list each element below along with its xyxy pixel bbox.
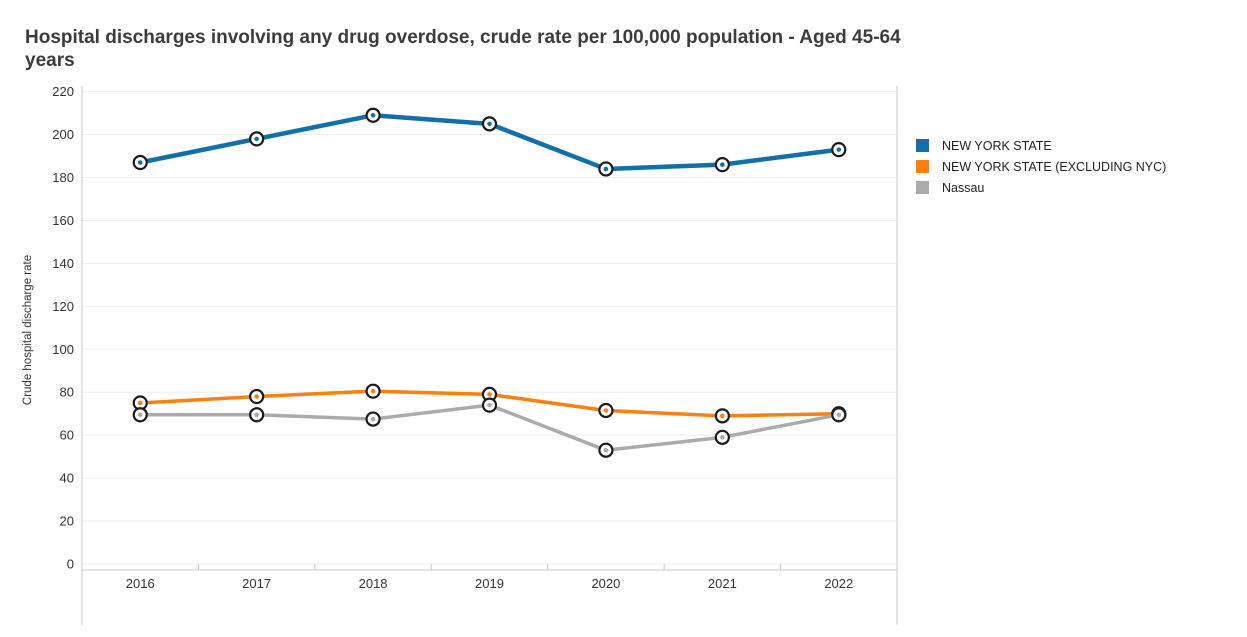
y-tick-label: 20: [60, 514, 74, 529]
chart-title: Hospital discharges involving any drug o…: [25, 27, 901, 71]
data-point-dot: [487, 121, 492, 127]
legend-swatch-icon: [916, 139, 929, 152]
y-tick-label: 100: [52, 342, 74, 357]
data-point-dot: [720, 435, 725, 440]
data-point-dot: [836, 412, 842, 418]
x-tick-label: 2020: [591, 576, 620, 591]
data-point-dot: [720, 162, 725, 167]
y-tick-label: 140: [52, 256, 74, 271]
data-point-dot: [487, 402, 492, 408]
data-point-dot: [254, 136, 259, 142]
y-tick-label: 40: [60, 471, 74, 486]
legend: NEW YORK STATE NEW YORK STATE (EXCLUDING …: [916, 135, 1166, 198]
data-point-dot: [254, 412, 259, 418]
data-point-dot: [137, 160, 143, 165]
data-point-dot: [137, 400, 143, 406]
legend-item[interactable]: NEW YORK STATE: [916, 135, 1166, 156]
y-tick-label: 60: [60, 428, 74, 443]
y-tick-label: 180: [52, 170, 74, 185]
series-layer: [132, 107, 847, 458]
x-tick-label: 2019: [475, 576, 504, 591]
data-point-dot: [370, 388, 376, 394]
data-point-dot: [603, 166, 609, 172]
legend-swatch-icon: [916, 160, 929, 173]
y-tick-label: 200: [52, 127, 74, 142]
x-tick-label: 2016: [126, 576, 155, 591]
y-axis-title: Crude hospital discharge rate: [22, 255, 34, 405]
y-tick-label: 220: [52, 84, 74, 99]
legend-item[interactable]: NEW YORK STATE (EXCLUDING NYC): [916, 156, 1166, 177]
legend-item[interactable]: Nassau: [916, 177, 1166, 198]
data-point-dot: [603, 408, 609, 413]
x-tick-label: 2017: [242, 576, 271, 591]
axes-layer: 0 20 40 60 80 100 120 140 160 180 200 220 2016 2017 20…: [52, 84, 898, 625]
x-tick-label: 2018: [359, 576, 388, 591]
data-point-dot: [836, 147, 842, 152]
legend-label: NEW YORK STATE: [942, 138, 1052, 153]
x-tick-label: 2022: [824, 576, 853, 591]
data-point-dot: [370, 112, 376, 118]
data-point-dot: [137, 412, 143, 418]
y-tick-label: 120: [52, 299, 74, 314]
y-tick-label: 0: [67, 557, 74, 572]
y-tick-label: 80: [60, 385, 74, 400]
legend-label: Nassau: [942, 180, 985, 195]
x-tick-label: 2021: [708, 576, 737, 591]
y-tick-label: 160: [52, 213, 74, 228]
data-point-dot: [487, 392, 492, 397]
data-point-dot: [370, 416, 376, 422]
legend-label: NEW YORK STATE (EXCLUDING NYC): [942, 159, 1167, 174]
legend-swatch-icon: [916, 181, 929, 194]
data-point-dot: [603, 447, 609, 453]
data-point-dot: [254, 394, 259, 399]
data-point-dot: [720, 413, 725, 419]
